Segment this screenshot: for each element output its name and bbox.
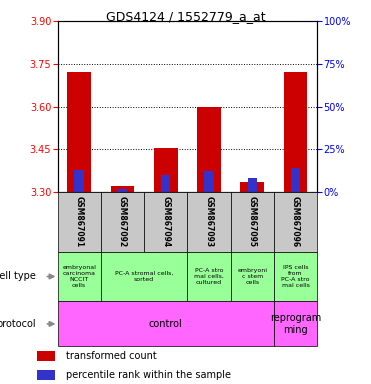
Text: control: control bbox=[149, 319, 183, 329]
Bar bbox=[204, 172, 214, 192]
Text: protocol: protocol bbox=[0, 319, 36, 329]
Text: GSM867093: GSM867093 bbox=[204, 196, 213, 247]
Bar bbox=[37, 370, 55, 380]
Text: PC-A stro
mal cells,
cultured: PC-A stro mal cells, cultured bbox=[194, 268, 224, 285]
Text: cell type: cell type bbox=[0, 271, 36, 281]
Bar bbox=[284, 72, 308, 192]
Text: GSM867092: GSM867092 bbox=[118, 196, 127, 247]
Bar bbox=[274, 192, 317, 252]
Text: GSM867096: GSM867096 bbox=[291, 196, 300, 247]
Text: percentile rank within the sample: percentile rank within the sample bbox=[66, 370, 231, 380]
Bar bbox=[187, 192, 231, 252]
Text: IPS cells
from
PC-A stro
mal cells: IPS cells from PC-A stro mal cells bbox=[281, 265, 310, 288]
Bar bbox=[274, 252, 317, 301]
Bar bbox=[231, 252, 274, 301]
Text: GSM867094: GSM867094 bbox=[161, 196, 170, 247]
Bar bbox=[240, 182, 264, 192]
Bar bbox=[247, 178, 257, 192]
Bar bbox=[58, 192, 101, 252]
Bar bbox=[197, 106, 221, 192]
Text: embryonal
carcinoma
NCCIT
cells: embryonal carcinoma NCCIT cells bbox=[62, 265, 96, 288]
Bar bbox=[118, 189, 127, 192]
Bar bbox=[101, 252, 187, 301]
Text: embryoni
c stem
cells: embryoni c stem cells bbox=[237, 268, 267, 285]
Bar bbox=[37, 351, 55, 361]
Bar bbox=[111, 186, 134, 192]
Bar bbox=[274, 301, 317, 346]
Text: GDS4124 / 1552779_a_at: GDS4124 / 1552779_a_at bbox=[106, 10, 265, 23]
Bar bbox=[75, 170, 84, 192]
Bar bbox=[154, 148, 178, 192]
Text: transformed count: transformed count bbox=[66, 351, 157, 361]
Bar bbox=[161, 175, 171, 192]
Bar bbox=[187, 252, 231, 301]
Bar bbox=[101, 192, 144, 252]
Bar bbox=[67, 72, 91, 192]
Bar bbox=[291, 168, 301, 192]
Bar bbox=[58, 252, 101, 301]
Text: GSM867091: GSM867091 bbox=[75, 196, 83, 247]
Text: reprogram
ming: reprogram ming bbox=[270, 313, 321, 335]
Text: GSM867095: GSM867095 bbox=[248, 196, 257, 247]
Text: PC-A stromal cells,
sorted: PC-A stromal cells, sorted bbox=[115, 271, 173, 282]
Bar bbox=[231, 192, 274, 252]
Bar bbox=[58, 301, 274, 346]
Bar bbox=[144, 192, 187, 252]
